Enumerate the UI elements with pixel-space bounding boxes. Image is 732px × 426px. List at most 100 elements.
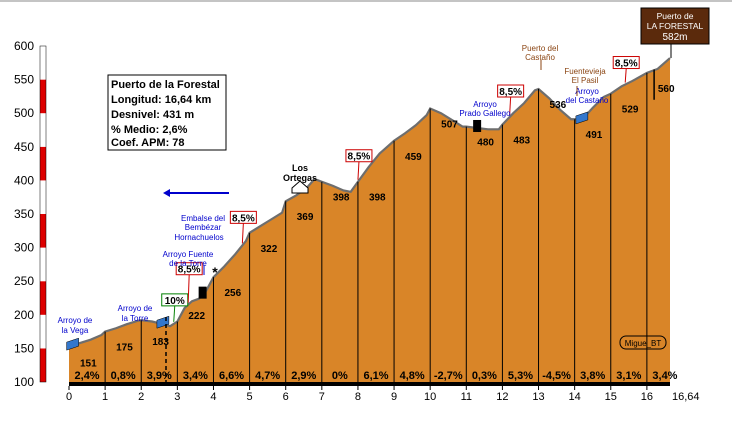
markers: * (163, 60, 578, 382)
place-prado-gallego-line2: Prado Gallego (459, 109, 511, 118)
x-tick-label: 8 (355, 391, 361, 403)
summit-sign: Puerto de LA FORESTAL 582m (640, 7, 710, 58)
summit-elevation: 582m (662, 32, 687, 43)
place-fuentevieja-line2: El Pasil (572, 76, 599, 85)
gradient-label: 3,8% (580, 370, 605, 382)
elevation-label: 151 (80, 359, 97, 370)
y-tick-label: 200 (14, 308, 34, 322)
gradient-label: -4,5% (542, 370, 571, 382)
place-embalse-line1: Embalse del (181, 214, 225, 223)
place-puerto-castano-line1: Puerto del (522, 44, 559, 53)
bridge-icon (198, 286, 207, 299)
place-prado-gallego-line1: Arroyo (473, 100, 497, 109)
place-fuente-torre-line1: Arroyo Fuente (163, 250, 214, 259)
max-gradient-label: 8,5% (232, 213, 255, 224)
x-tick-label: 11 (461, 391, 472, 403)
elevation-label: 483 (513, 136, 530, 147)
info-box: Puerto de la Forestal Longitud: 16,64 km… (107, 74, 227, 151)
place-labels: Arroyo de la Vega Arroyo de la Torre Arr… (58, 44, 609, 335)
gradient-label: 6,6% (219, 370, 244, 382)
place-los-ortegas-line1: Los (292, 163, 308, 173)
gradient-label: 3,1% (616, 370, 641, 382)
y-tick-label: 300 (14, 241, 34, 255)
gradient-label: 0,3% (472, 370, 497, 382)
asterisk-icon: * (212, 264, 218, 280)
x-tick-label: 13 (532, 391, 544, 403)
gradient-label: 3,4% (652, 370, 677, 382)
summit-line2: LA FORESTAL (647, 21, 704, 31)
house-icon (291, 180, 309, 194)
place-arroyo-vega-line2: la Vega (62, 326, 89, 335)
y-axis-stripe (40, 214, 46, 248)
y-axis-bar-outline (39, 45, 47, 383)
y-tick-label: 550 (14, 73, 34, 87)
y-tick-label: 600 (14, 39, 34, 53)
elevation-label: 175 (116, 343, 133, 354)
x-tick-label: 6 (283, 391, 289, 403)
summit-line1: Puerto de (657, 11, 694, 21)
max-gradient-pointer (509, 96, 512, 116)
x-tick-label: 3 (174, 391, 180, 403)
info-apm-coefficient: Coef. APM: 78 (111, 137, 185, 149)
max-gradient-pointer (624, 68, 627, 83)
elevation-label: 507 (441, 119, 458, 130)
stream-icon (66, 337, 79, 351)
max-gradient-label: 8,5% (499, 87, 522, 98)
profile-area (69, 58, 670, 382)
max-gradient-label: 8,5% (615, 59, 638, 70)
place-arroyo-castano-line1: Arroyo (575, 87, 599, 96)
place-puerto-castano-line2: Castaño (525, 53, 555, 62)
y-axis: 100 150 200 250 300 350 400 450 500 550 600 (14, 39, 47, 389)
y-tick-label: 500 (14, 106, 34, 120)
gradient-label: 0% (332, 370, 348, 382)
max-gradient-pointer (357, 161, 360, 180)
gradient-label: -2,7% (434, 370, 463, 382)
y-tick-label: 150 (14, 341, 34, 355)
y-axis-stripe (40, 146, 46, 181)
author-label: Migue_BT (625, 339, 662, 348)
elevation-label: 491 (586, 130, 603, 141)
x-tick-label: 16 (641, 391, 653, 403)
place-embalse-line3: Hornachuelos (174, 233, 223, 242)
info-title: Puerto de la Forestal (111, 79, 220, 91)
max-gradient-label: 8,5% (178, 265, 201, 276)
elevation-label: 183 (152, 337, 169, 348)
place-embalse-line2: Bembézar (185, 223, 222, 232)
y-axis-stripe (40, 79, 46, 114)
place-los-ortegas-line2: Ortegas (283, 173, 317, 183)
y-tick-label: 250 (14, 274, 34, 288)
place-arroyo-castano-line2: del Castaño (566, 96, 609, 105)
elevation-label: 322 (261, 244, 278, 255)
x-tick-label: 12 (496, 391, 508, 403)
x-tick-label: 1 (102, 391, 108, 403)
max-gradient-label: 8,5% (348, 152, 371, 163)
y-axis-stripe (40, 247, 46, 282)
place-fuentevieja-line1: Fuentevieja (564, 67, 606, 76)
x-tick-label: 4 (210, 391, 216, 403)
y-axis-stripe (40, 314, 46, 349)
x-tick-label: 14 (569, 391, 581, 403)
y-tick-label: 350 (14, 207, 34, 221)
max-gradient-label: 10% (165, 296, 185, 307)
y-tick-label: 100 (14, 375, 34, 389)
x-tick-label: 9 (391, 391, 397, 403)
x-tick-label: 5 (247, 391, 253, 403)
gradient-label: 4,8% (400, 370, 425, 382)
elevation-label: 459 (405, 152, 422, 163)
x-tick-label: 10 (424, 391, 436, 403)
y-tick-label: 450 (14, 140, 34, 154)
x-axis: 0 1 2 3 4 5 6 7 8 9 10 11 12 13 14 15 16 16,64 (66, 382, 700, 403)
gradient-label: 4,7% (255, 370, 280, 382)
x-tick-label: 0 (66, 391, 72, 403)
max-gradient-pointer (241, 223, 244, 244)
stream-icon (575, 111, 589, 125)
y-tick-label: 400 (14, 173, 34, 187)
gradient-label: 0,8% (111, 370, 136, 382)
x-tick-label: 15 (605, 391, 617, 403)
gradient-label: 3,9% (147, 370, 172, 382)
y-axis-stripe (40, 46, 46, 80)
place-fuente-torre-line2: de la Torre (169, 259, 207, 268)
y-axis-stripe (40, 180, 46, 214)
